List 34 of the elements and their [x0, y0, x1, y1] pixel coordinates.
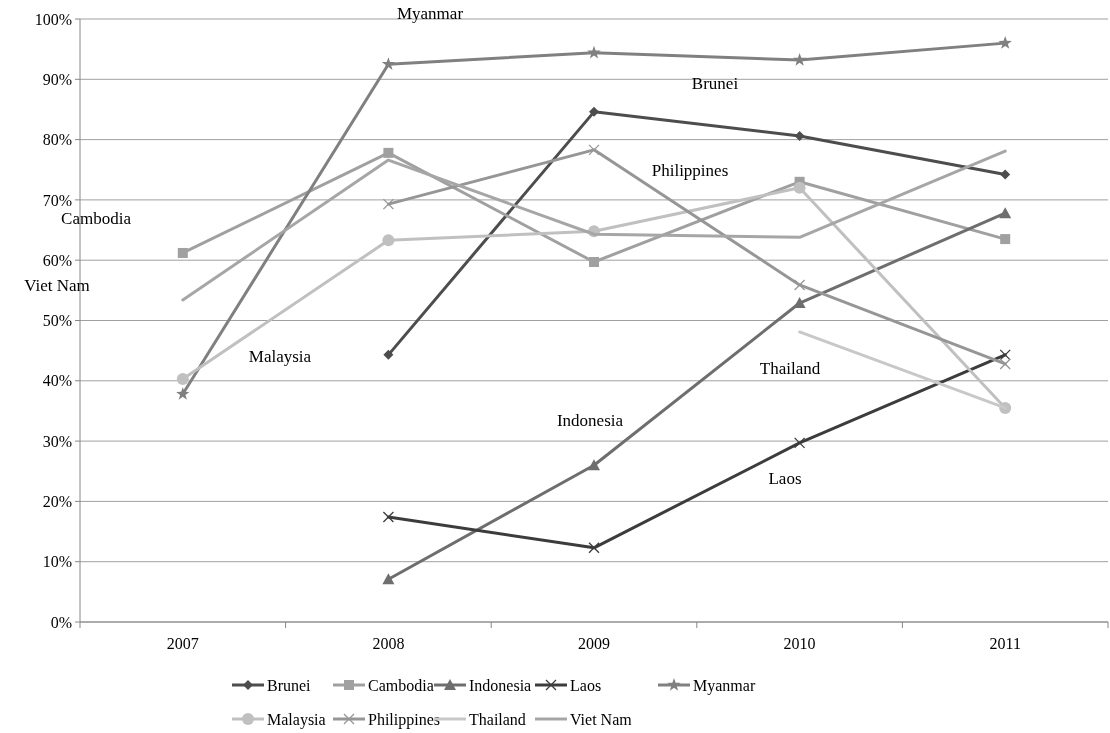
annotation: Indonesia	[556, 410, 624, 430]
annotation: Thailand	[759, 358, 821, 378]
legend-label: Philippines	[368, 710, 441, 729]
x-tick-label: 2011	[989, 635, 1021, 652]
annotation: Myanmar	[396, 3, 464, 23]
legend-label: Indonesia	[469, 676, 532, 694]
legend-label: Brunei	[267, 676, 312, 694]
y-tick-label: 50%	[42, 312, 72, 330]
y-tick-label: 40%	[42, 372, 72, 390]
y-tick-label: 60%	[42, 251, 72, 269]
x-tick-label: 2010	[783, 635, 816, 652]
y-tick-label: 30%	[42, 432, 72, 450]
legend-label: Malaysia	[267, 710, 326, 729]
x-tick-label: 2007	[166, 635, 199, 652]
y-tick-label: 90%	[42, 70, 72, 88]
x-tick-label: 2008	[372, 635, 405, 652]
y-tick-label: 10%	[42, 553, 72, 571]
legend-label: Cambodia	[368, 676, 434, 694]
y-tick-label: 70%	[42, 191, 72, 209]
legend-label: Myanmar	[693, 676, 756, 695]
y-tick-label: 80%	[42, 131, 72, 149]
y-tick-label: 20%	[42, 493, 72, 510]
legend-label: Laos	[570, 676, 602, 694]
x-tick-label: 2009	[578, 635, 610, 652]
y-tick-label: 0%	[50, 613, 72, 631]
annotation: Laos	[768, 468, 802, 488]
legend-label: Viet Nam	[570, 710, 633, 728]
annotation: Philippines	[651, 160, 729, 180]
annotation: Cambodia	[61, 208, 132, 228]
annotation: Brunei	[691, 73, 739, 93]
legend-label: Thailand	[469, 710, 526, 728]
y-tick-label: 100%	[34, 10, 72, 28]
annotation: Malaysia	[248, 346, 312, 366]
annotation: Viet Nam	[24, 275, 90, 295]
